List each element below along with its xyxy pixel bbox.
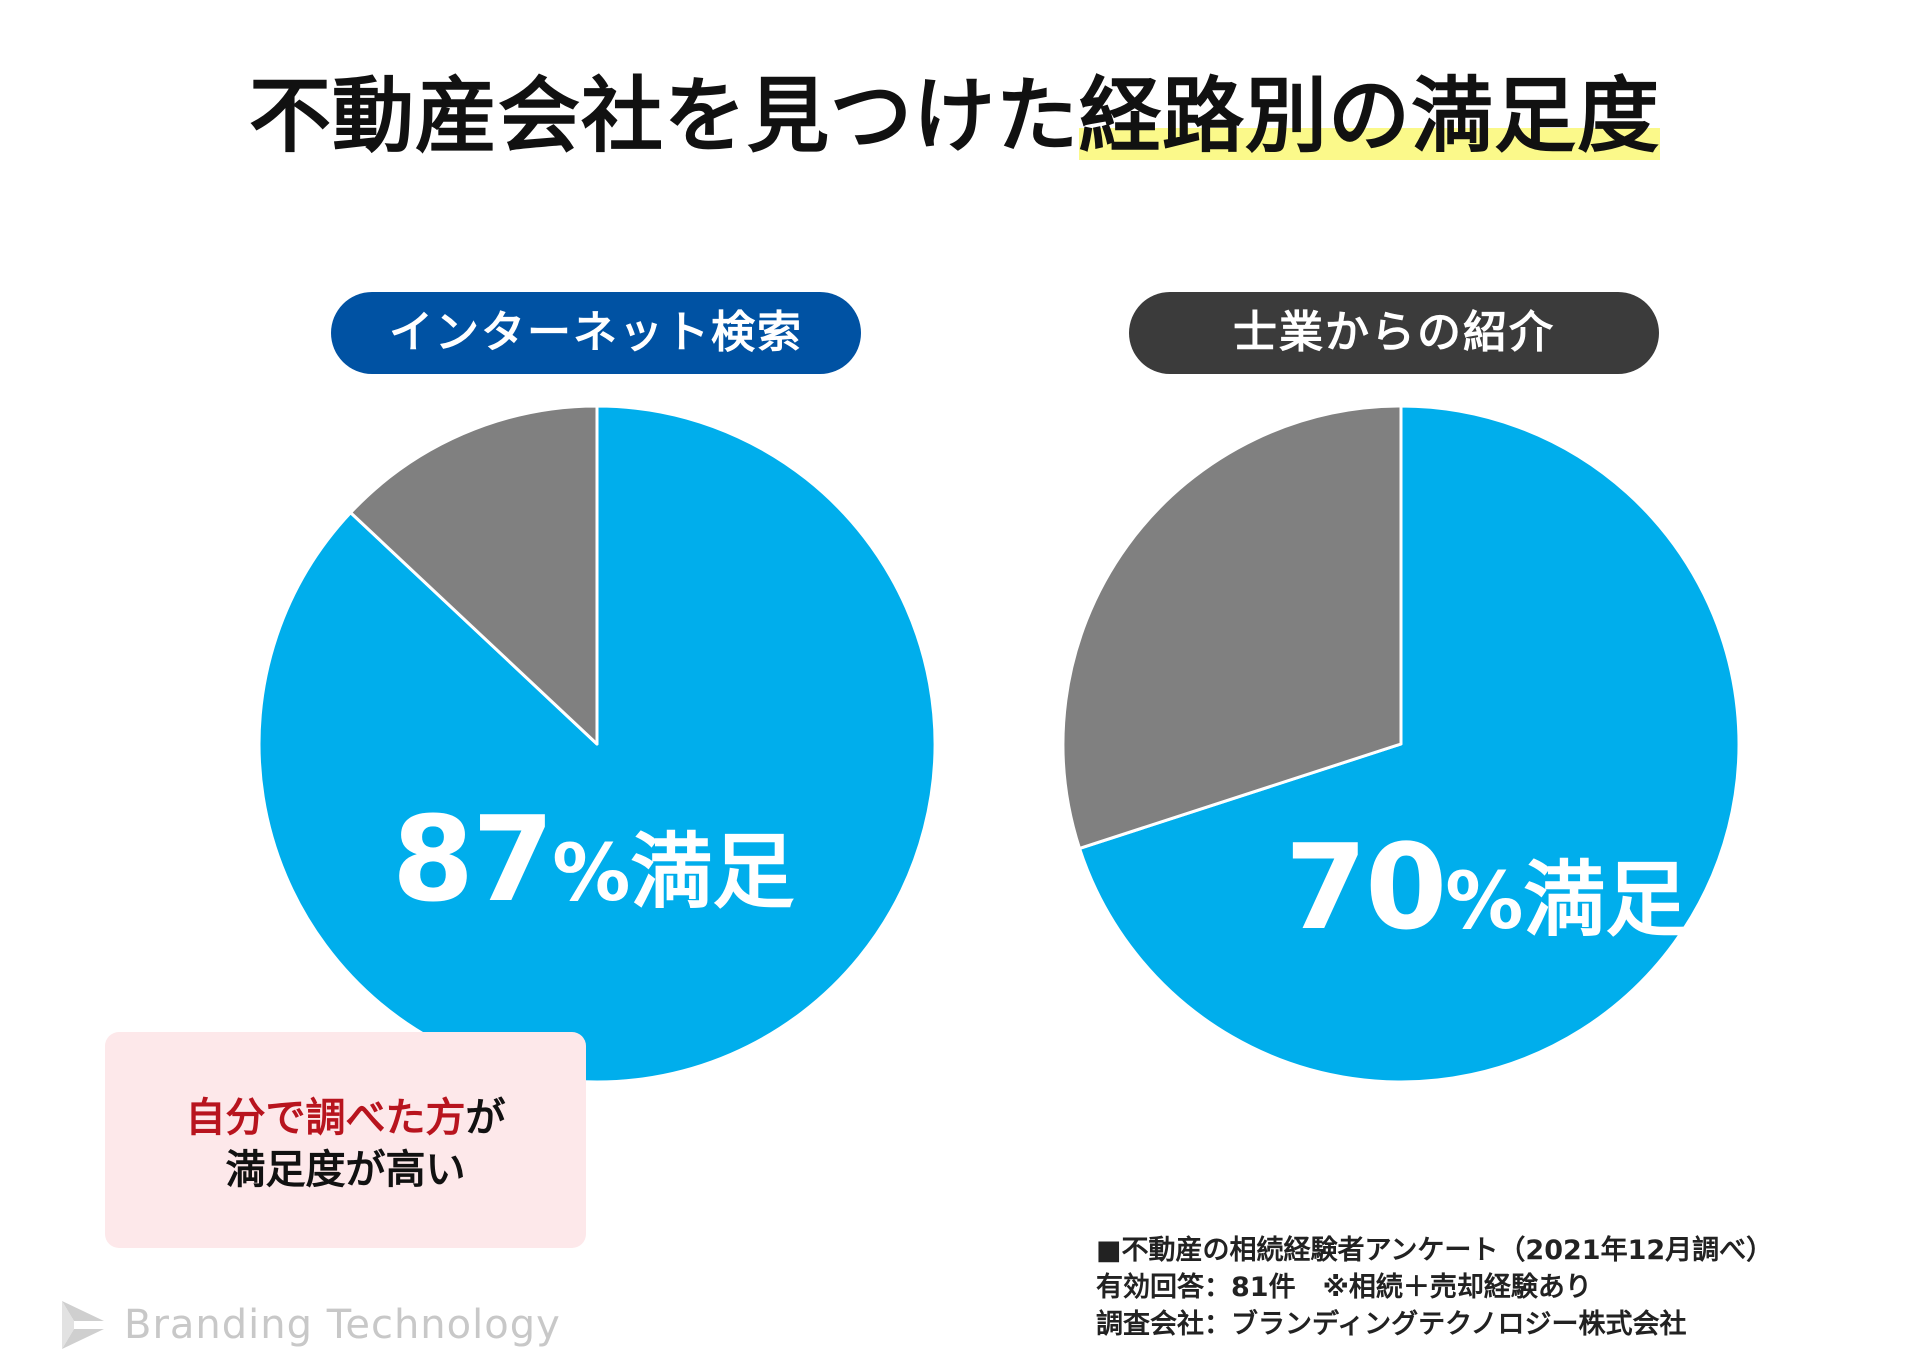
title-highlight: 経路別の満足度 xyxy=(1079,69,1661,164)
callout-line2: 満足度が高い xyxy=(225,1147,466,1193)
pie-label-internet: 87%満足 xyxy=(392,790,794,928)
brand: Branding Technology xyxy=(60,1297,561,1353)
page-title: 不動産会社を見つけた経路別の満足度 xyxy=(0,62,1909,172)
source-line3: 調査会社：ブランディングテクノロジー株式会社 xyxy=(1096,1309,1687,1340)
pie-label-referral: 70%満足 xyxy=(1285,818,1687,956)
brand-logo-icon xyxy=(62,1301,104,1349)
pie-slice-other xyxy=(1061,404,1403,850)
pie-label-text: 満足 xyxy=(630,825,795,920)
pie-label-number: 87 xyxy=(392,790,554,928)
callout-text1: が xyxy=(465,1095,506,1141)
source-line2: 有効回答：81件 ※相続＋売却経験あり xyxy=(1096,1272,1592,1303)
source-note: ■不動産の相続経験者アンケート（2021年12月調べ） 有効回答：81件 ※相続… xyxy=(1096,1232,1773,1343)
callout-emphasis: 自分で調べた方 xyxy=(185,1095,466,1141)
pie-label-number: 70 xyxy=(1285,818,1447,956)
chart-title-referral: 士業からの紹介 xyxy=(1129,292,1659,374)
pie-slice-satisfied xyxy=(1078,404,1741,1084)
chart-title-internet: インターネット検索 xyxy=(331,292,861,374)
pie-slice-other xyxy=(349,404,599,746)
callout-line1: 自分で調べた方が xyxy=(105,1092,586,1144)
callout-box: 自分で調べた方が 満足度が高い xyxy=(105,1032,586,1248)
pie-label-text: 満足 xyxy=(1523,853,1688,948)
brand-name: Branding Technology xyxy=(124,1302,561,1348)
pie-label-percent: % xyxy=(552,829,631,919)
pie-label-percent: % xyxy=(1445,857,1524,947)
source-line1: ■不動産の相続経験者アンケート（2021年12月調べ） xyxy=(1096,1235,1774,1266)
title-part1: 不動産会社を見つけた xyxy=(248,69,1079,164)
